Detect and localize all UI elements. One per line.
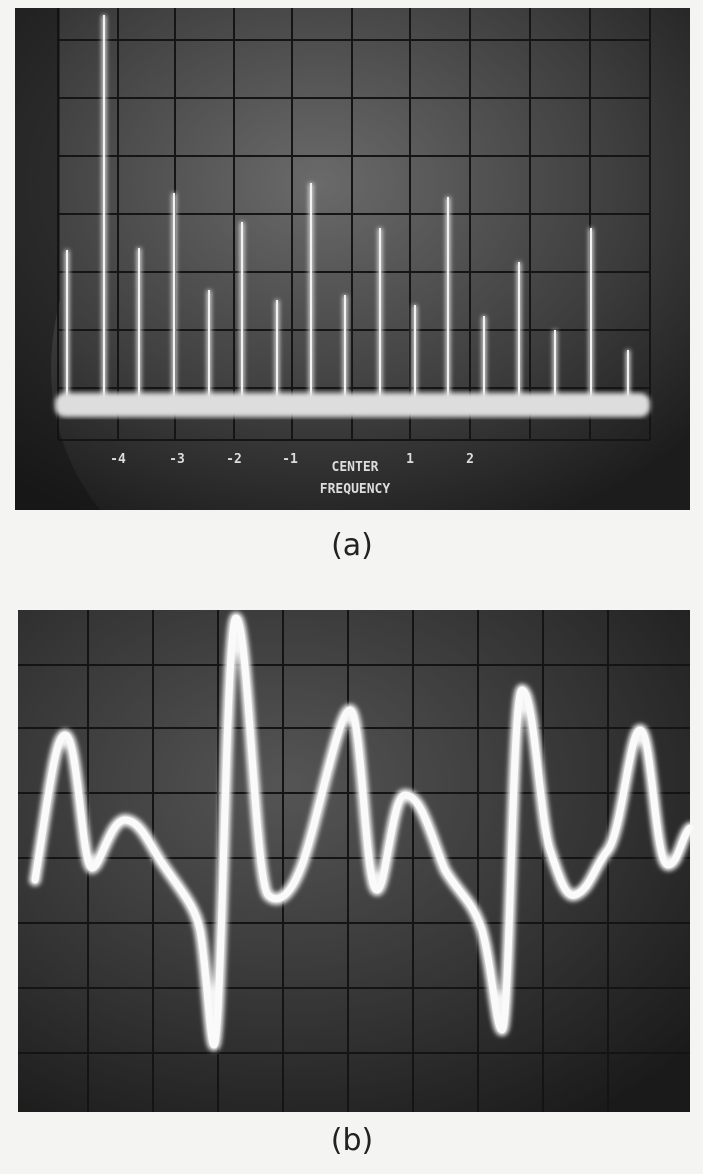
axis-label: 2 <box>466 452 474 467</box>
caption: (a) <box>331 528 373 563</box>
center-label: FREQUENCY <box>320 482 391 497</box>
axis-label: -3 <box>169 452 185 467</box>
caption: (b) <box>331 1123 373 1158</box>
axis-label: -1 <box>282 452 298 467</box>
axis-label: -2 <box>226 452 242 467</box>
axis-label: -4 <box>110 452 126 467</box>
waveform-photo <box>18 610 696 1112</box>
axis-label: 1 <box>406 452 414 467</box>
center-label: CENTER <box>332 460 379 475</box>
spectrum-photo: -4 -3 -2 -1 1 2 CENTER FREQUENCY <box>15 8 690 510</box>
